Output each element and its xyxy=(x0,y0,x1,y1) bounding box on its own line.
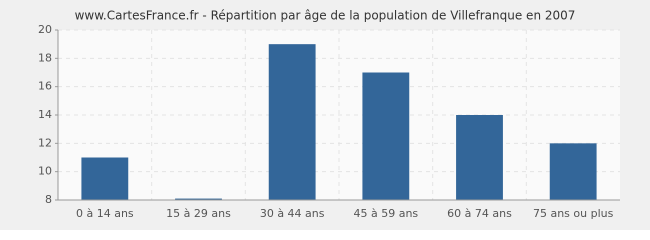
x-tick-label: 45 à 59 ans xyxy=(353,207,418,220)
bar xyxy=(81,157,129,200)
y-tick-label: 20 xyxy=(38,23,52,36)
x-tick-label: 15 à 29 ans xyxy=(166,207,231,220)
bar xyxy=(268,44,316,200)
x-tick-label: 60 à 74 ans xyxy=(447,207,512,220)
bar xyxy=(362,72,410,200)
y-tick-label: 12 xyxy=(38,136,52,149)
bar xyxy=(175,198,222,200)
y-tick-label: 14 xyxy=(38,108,52,121)
bar xyxy=(549,143,597,200)
x-tick-label: 75 ans ou plus xyxy=(533,207,614,220)
bar xyxy=(456,115,503,200)
x-tick-label: 30 à 44 ans xyxy=(260,207,325,220)
y-tick-label: 10 xyxy=(38,165,52,178)
y-tick-label: 18 xyxy=(38,51,52,64)
x-tick-label: 0 à 14 ans xyxy=(76,207,134,220)
y-tick-label: 16 xyxy=(38,80,52,93)
y-tick-label: 8 xyxy=(45,193,52,206)
chart: www.CartesFrance.fr - Répartition par âg… xyxy=(0,0,650,230)
chart-title: www.CartesFrance.fr - Répartition par âg… xyxy=(75,9,576,23)
